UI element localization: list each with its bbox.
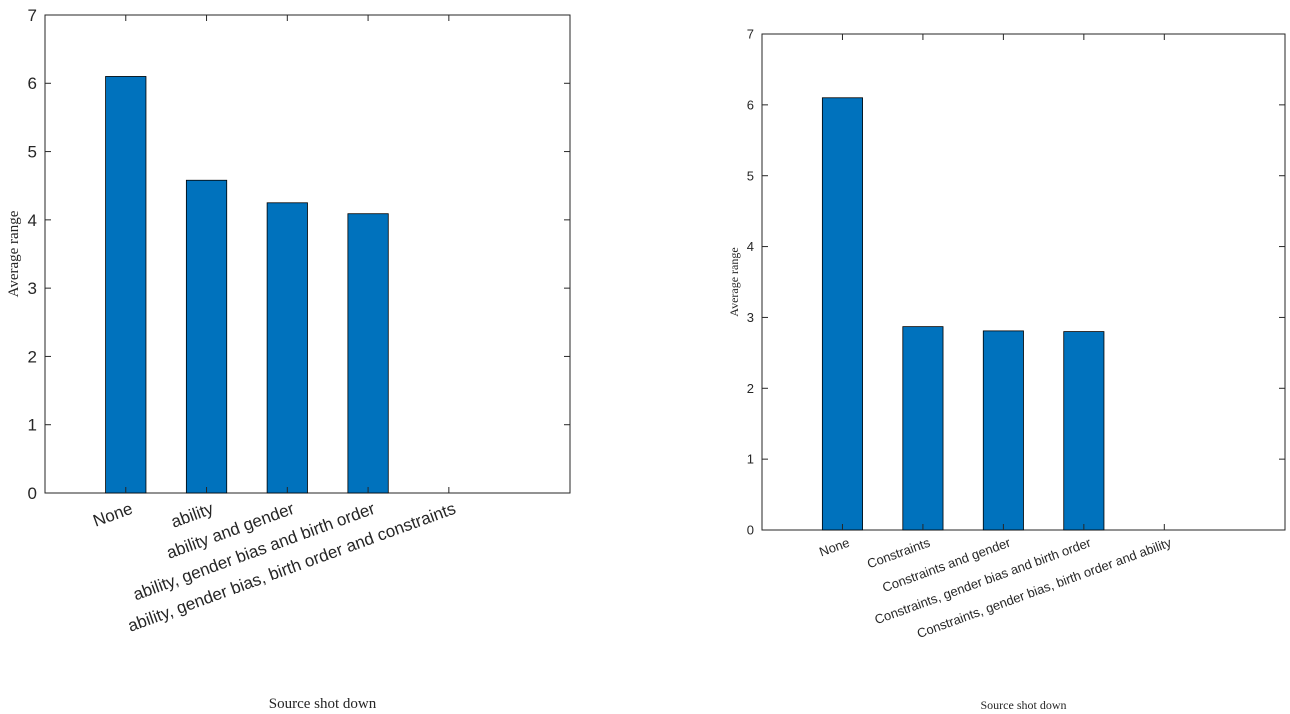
bar-3 <box>347 213 389 494</box>
y-tick-label: 6 <box>747 97 754 112</box>
y-axis-label: Average range <box>6 210 22 297</box>
y-tick-label: 5 <box>747 168 754 183</box>
y-tick-label: 3 <box>28 279 37 298</box>
y-tick-label: 2 <box>747 381 754 396</box>
bar-2 <box>982 330 1024 531</box>
y-tick-label: 7 <box>747 27 754 42</box>
y-axis-label: Average range <box>727 247 741 316</box>
y-tick-label: 2 <box>28 347 37 366</box>
bar-2 <box>266 202 308 494</box>
y-tick-label: 6 <box>28 74 37 93</box>
bar-0 <box>821 97 863 531</box>
y-tick-label: 3 <box>747 310 754 325</box>
bar-1 <box>902 326 944 531</box>
x-tick-label: None <box>90 499 135 531</box>
bar-0 <box>105 76 147 494</box>
y-tick-label: 1 <box>747 452 754 467</box>
y-tick-label: 0 <box>28 484 37 503</box>
y-tick-label: 1 <box>28 416 37 435</box>
x-tick-label: ability <box>169 499 217 532</box>
y-tick-label: 4 <box>28 211 37 230</box>
x-axis-label: Source shot down <box>981 698 1067 712</box>
bar-3 <box>1063 331 1105 531</box>
y-tick-label: 0 <box>747 523 754 538</box>
bar-1 <box>185 179 228 494</box>
y-tick-label: 5 <box>28 143 37 162</box>
x-tick-label: None <box>817 535 851 560</box>
y-tick-label: 4 <box>747 239 754 254</box>
x-axis-label: Source shot down <box>269 696 377 712</box>
y-tick-label: 7 <box>28 6 37 25</box>
